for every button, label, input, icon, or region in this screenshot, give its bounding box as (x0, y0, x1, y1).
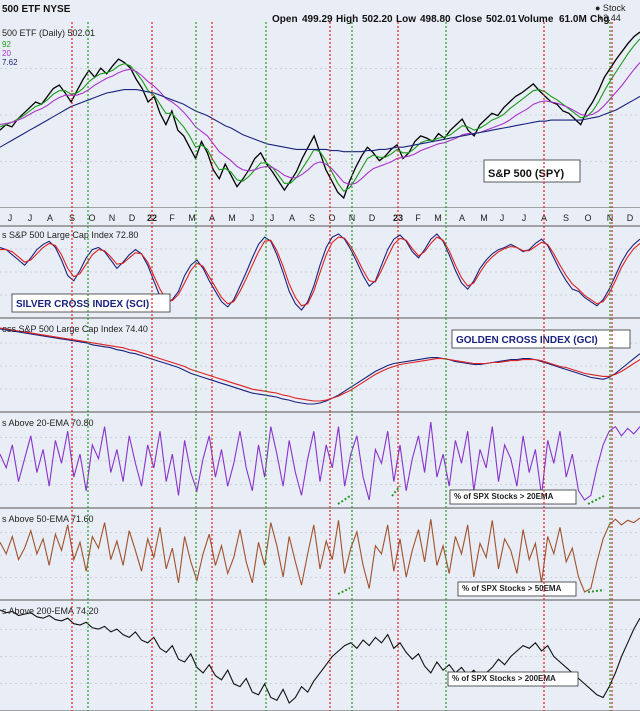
label-box (451, 329, 631, 349)
x-tick-label: M (228, 213, 236, 223)
chg-label: Chg (590, 14, 609, 25)
legend-side-value: 92 (2, 40, 11, 49)
x-tick-label: D (369, 213, 376, 223)
label-box (447, 671, 579, 687)
panel-price: S&P 500 (SPY) (0, 31, 640, 209)
panel-title: s Above 50-EMA 71.60 (2, 514, 94, 524)
x-axis-band (0, 208, 640, 226)
x-tick-label: J (522, 213, 527, 223)
x-tick-label: S (309, 213, 315, 223)
panel-box-label: % of SPX Stocks > 200EMA (452, 674, 556, 683)
x-tick-label: D (627, 213, 634, 223)
panel-pct_above_50ema: s Above 50-EMA 71.60 % of SPX Stocks > 50… (0, 514, 640, 601)
panel-box-label: % of SPX Stocks > 20EMA (454, 492, 554, 501)
close-value: 502.01 (486, 14, 517, 25)
x-tick-label: O (88, 213, 95, 223)
series-line (0, 421, 640, 501)
panel-box-label: GOLDEN CROSS INDEX (GCI) (456, 335, 598, 346)
divergence-mark (391, 485, 401, 497)
x-tick-label: A (47, 213, 53, 223)
x-tick-label: M (434, 213, 442, 223)
header-bar: 500 ETF NYSE ● Stock +3.44 Open 499.29 H… (0, 0, 640, 25)
x-tick-label: A (459, 213, 465, 223)
x-tick-label: J (250, 213, 255, 223)
x-tick-label: F (415, 213, 421, 223)
legend-line: 500 ETF (Daily) 502.01 (2, 28, 95, 38)
divergence-mark (337, 495, 351, 505)
x-tick-label: D (129, 213, 136, 223)
series-line (0, 609, 640, 704)
panel-title: s Above 20-EMA 70.80 (2, 418, 94, 428)
series-line (0, 31, 640, 200)
series-line (0, 236, 640, 307)
panel-silver_cross: s S&P 500 Large Cap Index 72.80 SILVER CR… (0, 230, 640, 319)
x-tick-label: S (563, 213, 569, 223)
x-tick-label: J (500, 213, 505, 223)
panel-box-label: S&P 500 (SPY) (488, 168, 565, 180)
panel-title: oss S&P 500 Large Cap Index 74.40 (2, 324, 148, 334)
label-box (483, 159, 581, 183)
ohlc-readout: Open 499.29 High 502.20 Low 498.80 Close… (272, 14, 609, 25)
divergence-marks (337, 485, 605, 595)
close-label: Close (455, 14, 483, 25)
high-value: 502.20 (362, 14, 393, 25)
series-line (0, 89, 640, 153)
panel-golden_cross: oss S&P 500 Large Cap Index 74.40 GOLDEN … (0, 324, 640, 413)
label-box (11, 293, 171, 313)
series-line (0, 517, 640, 593)
ticker-label: 500 ETF NYSE (2, 4, 71, 15)
legend-side-value: 20 (2, 49, 11, 58)
x-tick-label: J (270, 213, 275, 223)
source-mark: ● Stock (595, 3, 626, 13)
label-box (449, 489, 577, 505)
x-tick-label: J (8, 213, 13, 223)
low-value: 498.80 (420, 14, 451, 25)
change-value: +3.44 (598, 13, 621, 23)
event-lines (71, 22, 613, 711)
panel-title: s Above 200-EMA 74.20 (2, 606, 99, 616)
x-tick-label: F (169, 213, 175, 223)
series-line (0, 327, 640, 402)
legend-side-value: 7.62 (2, 58, 18, 67)
x-tick-label: N (109, 213, 116, 223)
volume-label: Volume (518, 14, 554, 25)
high-label: High (336, 14, 358, 25)
divergence-mark (337, 587, 351, 595)
panel-pct_above_200ema: s Above 200-EMA 74.20 % of SPX Stocks > 2… (0, 606, 640, 711)
panel-box-label: % of SPX Stocks > 50EMA (462, 584, 562, 593)
panel-pct_above_20ema: s Above 20-EMA 70.80 % of SPX Stocks > 20… (0, 418, 640, 509)
series-line (0, 233, 640, 311)
x-tick-label: O (328, 213, 335, 223)
x-tick-label: M (480, 213, 488, 223)
divergence-mark (587, 495, 605, 505)
low-label: Low (396, 14, 416, 25)
divergence-mark (587, 589, 605, 593)
x-tick-label: O (584, 213, 591, 223)
panel-box-label: SILVER CROSS INDEX (SCI) (16, 299, 149, 310)
label-box (457, 581, 577, 597)
volume-value: 61.0M (559, 14, 587, 25)
panel-title: s S&P 500 Large Cap Index 72.80 (2, 230, 138, 240)
series-line (0, 38, 640, 192)
x-tick-label: M (188, 213, 196, 223)
open-value: 499.29 (302, 14, 333, 25)
open-label: Open (272, 14, 298, 25)
x-tick-label: J (28, 213, 33, 223)
series-line (0, 62, 640, 185)
x-tick-label: A (289, 213, 295, 223)
